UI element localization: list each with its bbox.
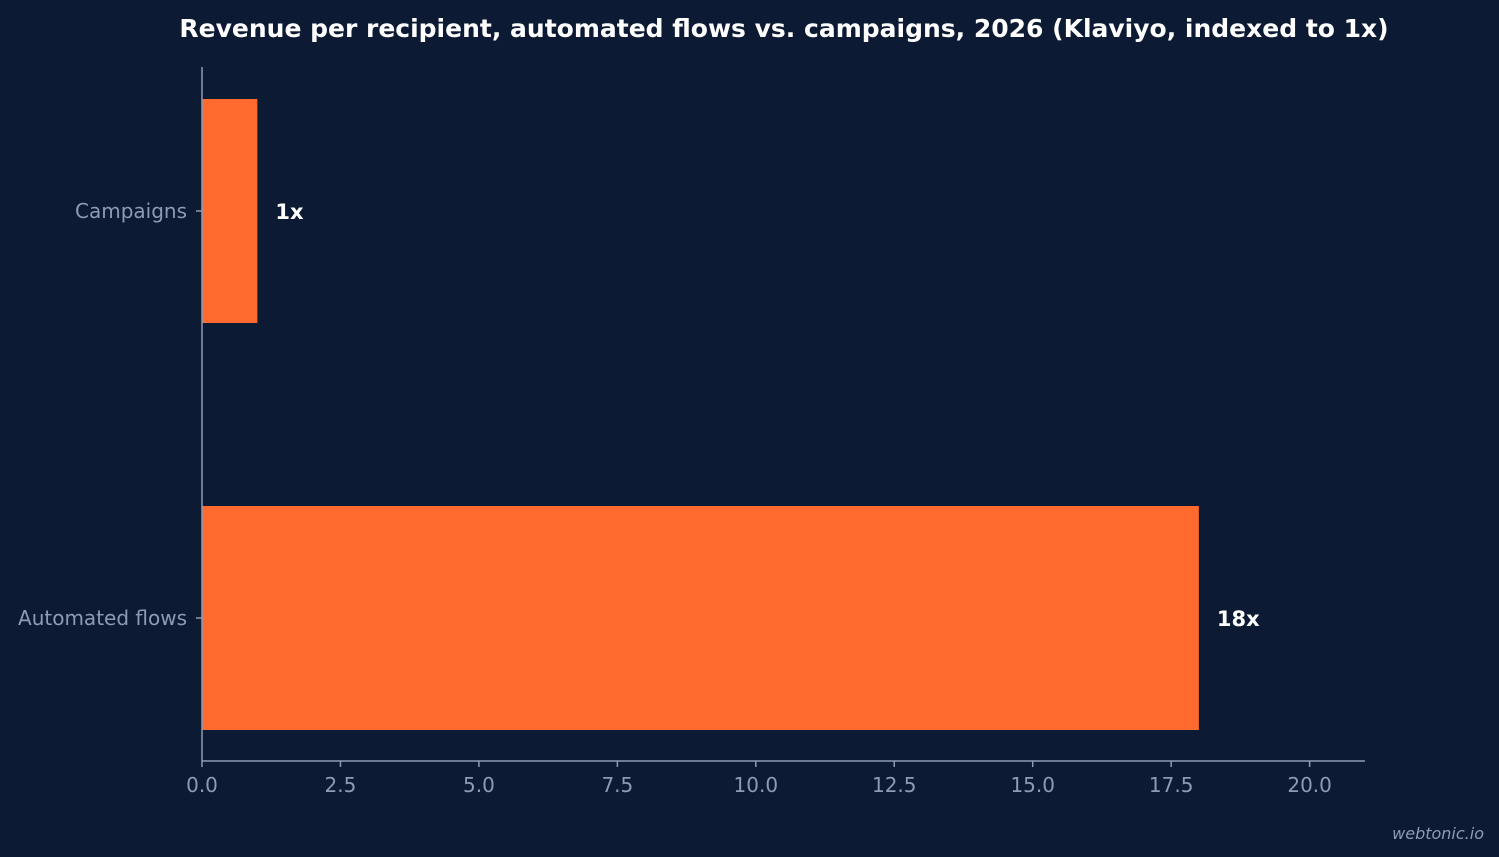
data-label-campaigns: 1x	[275, 200, 304, 224]
x-tick-label: 0.0	[186, 773, 218, 797]
x-tick-label: 15.0	[1010, 773, 1055, 797]
chart-title: Revenue per recipient, automated flows v…	[179, 14, 1388, 43]
bar-automated-flows	[202, 506, 1199, 730]
bar-campaigns	[202, 99, 258, 323]
data-label-automated-flows: 18x	[1217, 607, 1260, 631]
x-tick-label: 20.0	[1287, 773, 1332, 797]
x-tick-label: 7.5	[601, 773, 633, 797]
x-tick-label: 10.0	[734, 773, 779, 797]
bars-group: 1x 18x	[202, 99, 1260, 730]
category-label-automated-flows: Automated flows	[18, 606, 187, 630]
category-label-campaigns: Campaigns	[75, 199, 187, 223]
x-tick-label: 2.5	[325, 773, 357, 797]
x-tick-label: 5.0	[463, 773, 495, 797]
x-tick-label: 12.5	[872, 773, 917, 797]
x-tick-label: 17.5	[1149, 773, 1194, 797]
watermark: webtonic.io	[1392, 824, 1484, 843]
axes-group: Campaigns Automated flows 0.0 2.5 5.0 7.5 10.0…	[18, 67, 1365, 797]
